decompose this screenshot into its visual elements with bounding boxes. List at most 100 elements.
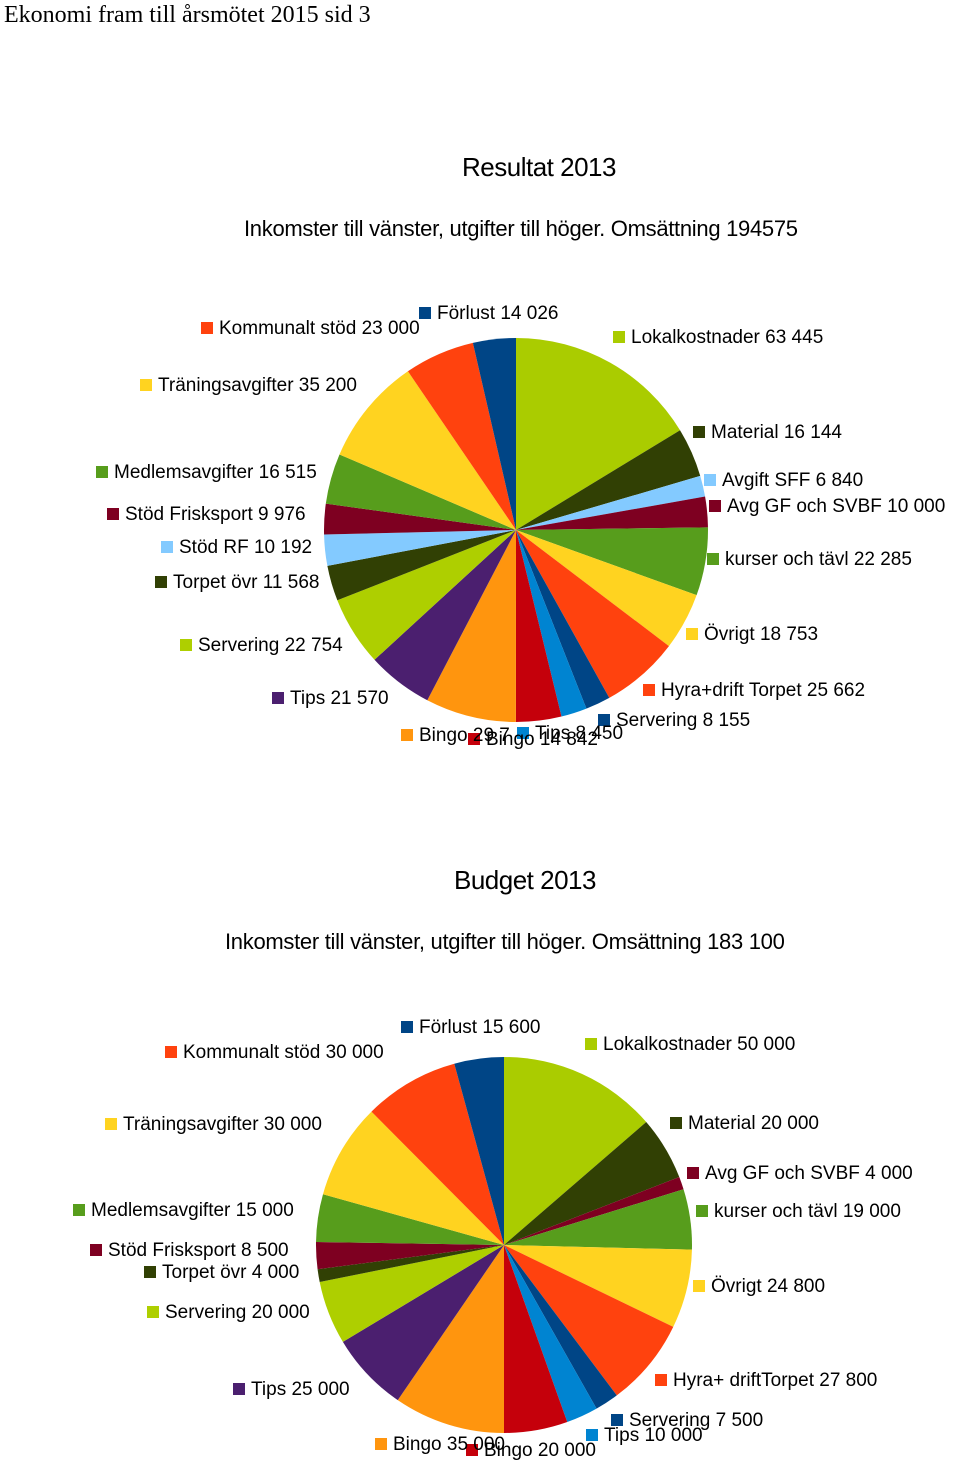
slice-label-key: [613, 331, 625, 343]
chart-1-subtitle: Inkomster till vänster, utgifter till hö…: [244, 216, 798, 241]
pie-slice: [504, 1245, 674, 1396]
pie-slice: [516, 527, 708, 596]
slice-label-key: [96, 466, 108, 478]
slice-label: Servering 8 155: [616, 710, 750, 731]
slice-label-key: [696, 1205, 708, 1217]
slice-label-key: [643, 684, 655, 696]
slice-label: Stöd RF 10 192: [179, 537, 312, 558]
pie-slice: [454, 1057, 504, 1245]
pie-slice: [316, 1194, 504, 1245]
pie-slice: [516, 530, 697, 647]
pie-slice: [504, 1245, 692, 1327]
slice-label-key: [598, 714, 610, 726]
slice-label-key: [704, 474, 716, 486]
pie-slice: [516, 530, 610, 709]
slice-label: kurser och tävl 22 285: [725, 549, 912, 570]
slice-label: Övrigt 18 753: [704, 624, 818, 645]
pie-slice: [371, 1063, 504, 1245]
slice-label-key: [401, 1021, 413, 1033]
slice-label: Bingo 20 000: [484, 1440, 596, 1461]
slice-label: Lokalkostnader 63 445: [631, 327, 823, 348]
slice-label: Servering 20 000: [165, 1302, 310, 1323]
slice-label: Tips 21 570: [290, 688, 389, 709]
pie-slice: [504, 1245, 597, 1423]
slice-label: Bingo 35 000: [393, 1434, 505, 1455]
slice-label: Avg GF och SVBF 10 000: [727, 496, 945, 517]
slice-label: Avgift SFF 6 840: [722, 470, 863, 491]
slice-label: Stöd Frisksport 8 500: [108, 1240, 289, 1261]
slice-label: Kommunalt stöd 30 000: [183, 1042, 384, 1063]
slice-label-key: [144, 1266, 156, 1278]
document-header: Ekonomi fram till årsmötet 2015 sid 3: [4, 2, 371, 28]
slice-label: Förlust 15 600: [419, 1017, 540, 1038]
pie-slice: [317, 1245, 504, 1283]
pie-slice: [516, 338, 681, 530]
slice-label: Tips 25 000: [251, 1379, 350, 1400]
slice-label-key: [90, 1244, 102, 1256]
pie-slice: [516, 530, 587, 717]
pie-slice: [516, 530, 669, 698]
pie-slice: [504, 1189, 692, 1250]
slice-label: Avg GF och SVBF 4 000: [705, 1163, 913, 1184]
pie-slice: [516, 475, 706, 530]
slice-label: Stöd Frisksport 9 976: [125, 504, 306, 525]
slice-label-key: [233, 1383, 245, 1395]
slice-label-key: [155, 576, 167, 588]
pie-slice: [315, 1241, 504, 1270]
slice-label-key: [375, 1438, 387, 1450]
slice-label: Servering 7 500: [629, 1410, 763, 1431]
slice-label-key: [611, 1414, 623, 1426]
slice-label: Medlemsavgifter 15 000: [91, 1200, 294, 1221]
slice-label-key: [687, 1167, 699, 1179]
slice-label-key: [707, 553, 719, 565]
slice-label-key: [147, 1306, 159, 1318]
pie-slice: [323, 503, 516, 535]
pie-slice: [337, 530, 516, 660]
slice-label: Kommunalt stöd 23 000: [219, 318, 420, 339]
slice-label-key: [180, 639, 192, 651]
slice-label: Torpet övr 4 000: [162, 1262, 299, 1283]
chart-1-title: Resultat 2013: [462, 152, 616, 182]
slice-label-key: [140, 379, 152, 391]
pie-slice: [325, 454, 516, 530]
pie-slice: [515, 530, 562, 723]
slice-label-key: [709, 500, 721, 512]
slice-label-key: [468, 733, 480, 745]
slice-label-key: [201, 322, 213, 334]
slice-label-key: [401, 729, 413, 741]
slice-label: Bingo 14 842: [486, 729, 598, 750]
pie-slice: [327, 530, 516, 601]
slice-label: Hyra+ driftTorpet 27 800: [673, 1370, 877, 1391]
slice-label-key: [107, 508, 119, 520]
chart-2-title: Budget 2013: [454, 865, 596, 895]
slice-label-key: [165, 1046, 177, 1058]
slice-label: Hyra+drift Torpet 25 662: [661, 680, 865, 701]
slice-label-key: [693, 426, 705, 438]
pie-slice: [374, 530, 516, 701]
slice-label-key: [686, 628, 698, 640]
slice-label: Förlust 14 026: [437, 303, 558, 324]
pie-slice: [472, 338, 516, 530]
slice-label: Tips 8 450: [535, 723, 623, 744]
slice-label-key: [586, 1429, 598, 1441]
slice-label-key: [585, 1038, 597, 1050]
pie-slice: [516, 496, 708, 530]
pie-slice: [504, 1245, 617, 1409]
slice-label: Bingo 29 7: [419, 725, 510, 746]
slice-label-key: [73, 1204, 85, 1216]
slice-label: Material 20 000: [688, 1113, 819, 1134]
slice-label-key: [693, 1280, 705, 1292]
slice-label-key: [670, 1117, 682, 1129]
slice-label: Material 16 144: [711, 422, 842, 443]
slice-label: Torpet övr 11 568: [173, 572, 319, 593]
slice-label-key: [655, 1374, 667, 1386]
pie-slice: [504, 1177, 684, 1245]
slice-label: Lokalkostnader 50 000: [603, 1034, 795, 1055]
pie-slice: [397, 1245, 504, 1433]
pie-slice: [323, 1111, 504, 1245]
pie-slice: [504, 1057, 647, 1245]
slice-label-key: [466, 1444, 478, 1456]
pie-slice: [339, 371, 516, 530]
slice-label-key: [419, 307, 431, 319]
